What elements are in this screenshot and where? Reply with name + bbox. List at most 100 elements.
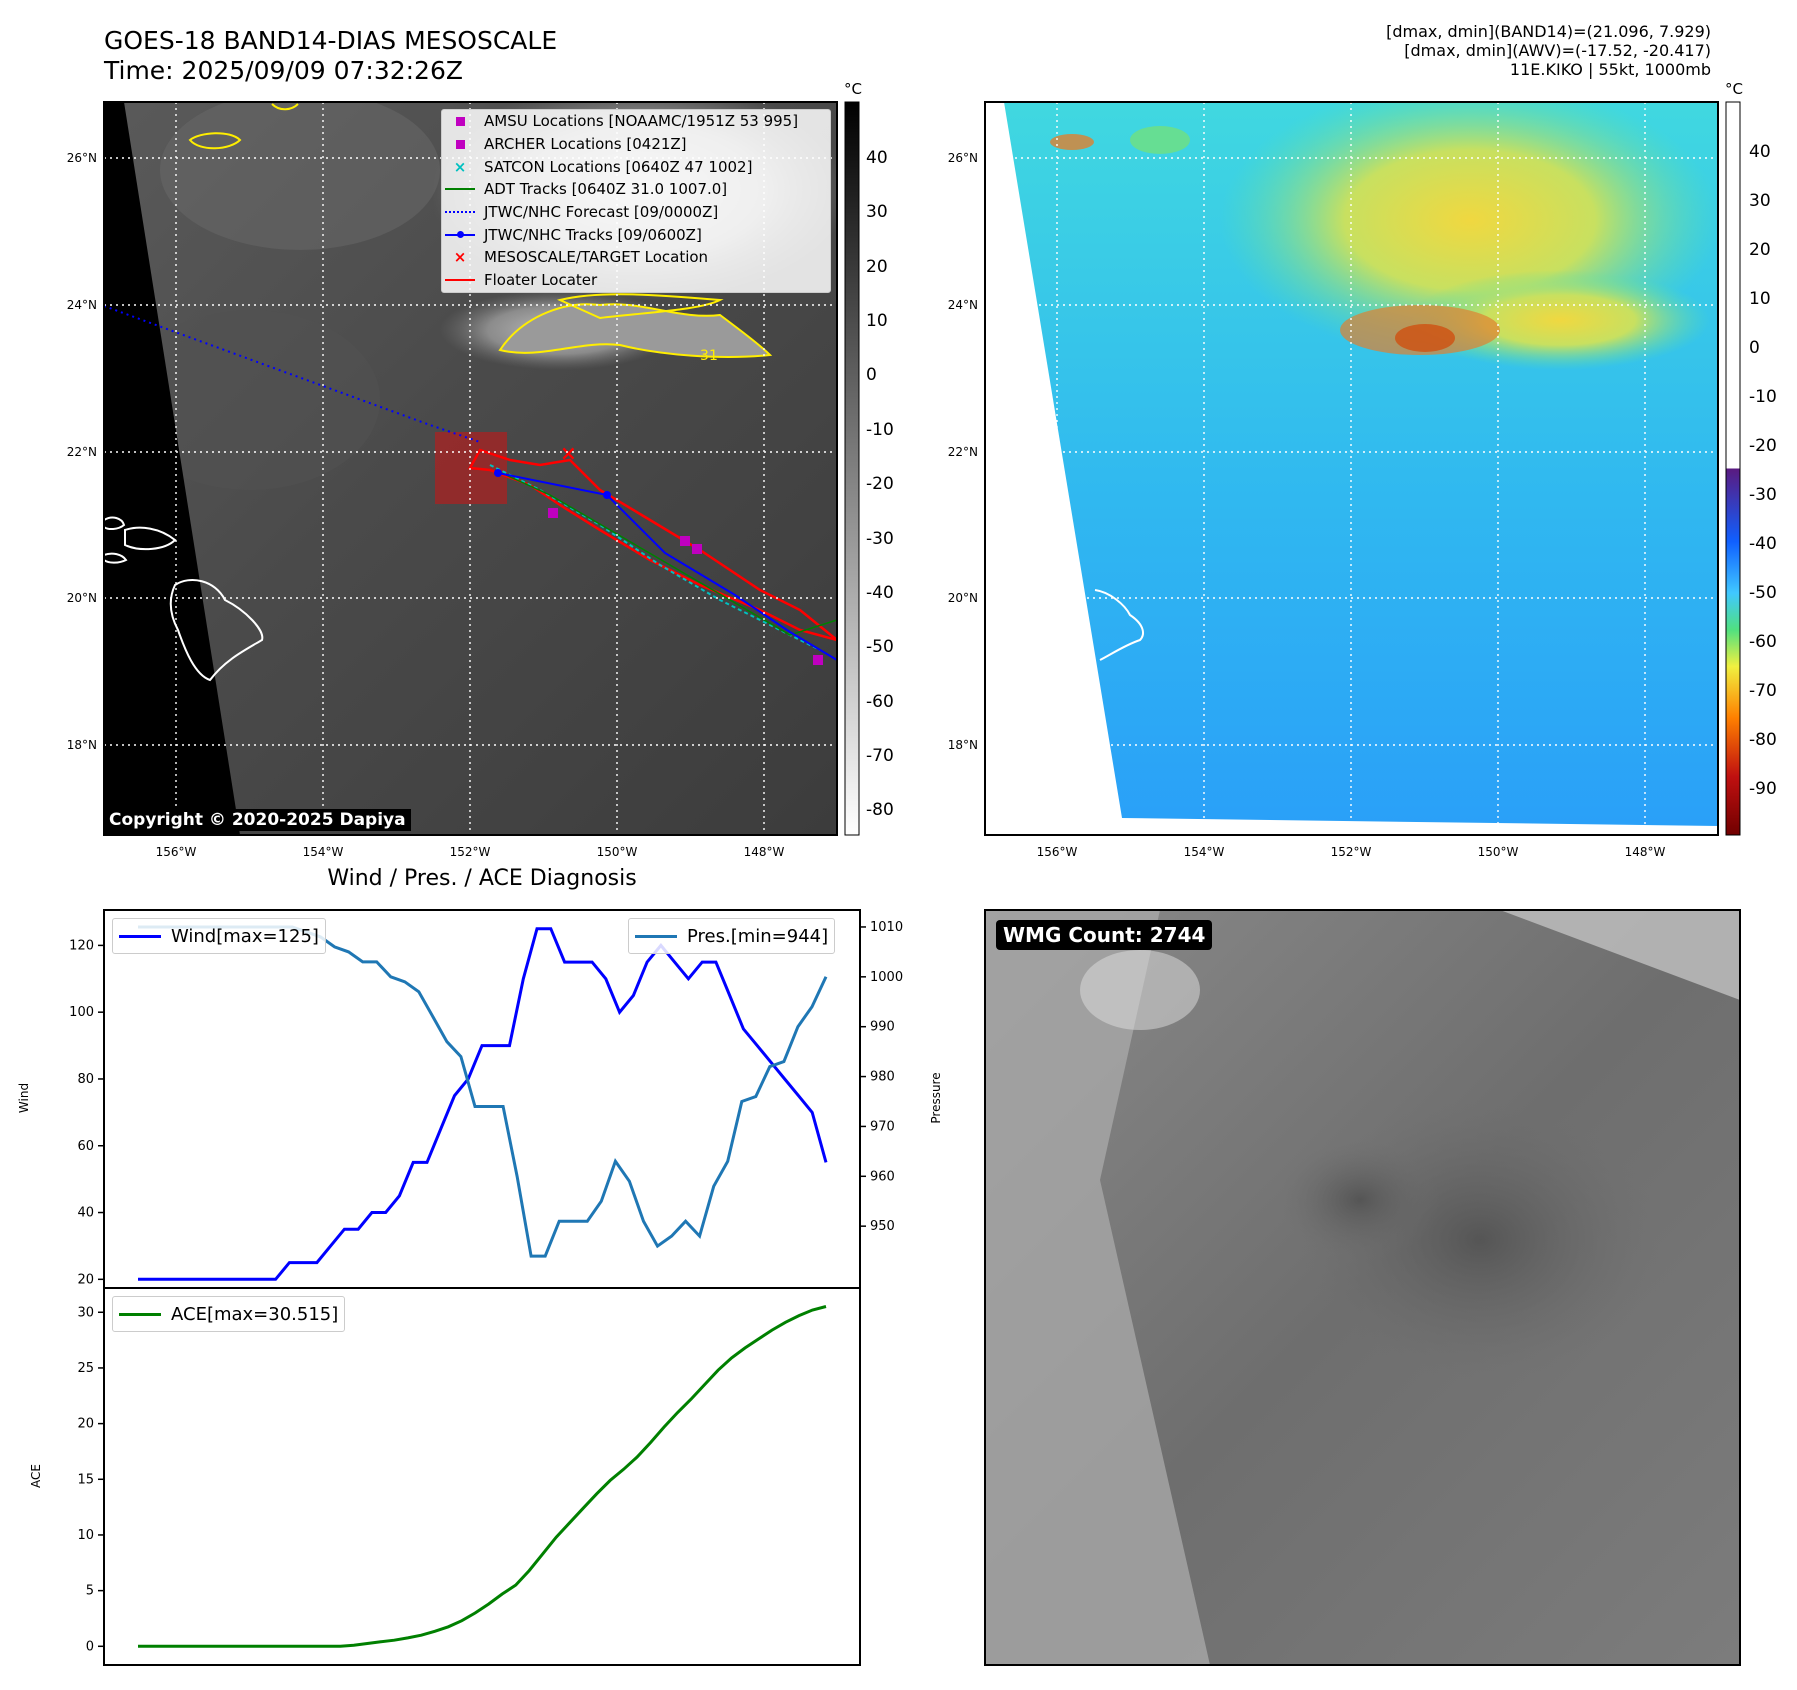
lon-label: 154°W	[303, 845, 344, 859]
legend-entry: JTWC/NHC Tracks [09/0600Z]	[442, 223, 830, 246]
lon-label: 156°W	[156, 845, 197, 859]
legend-entry: Floater Locater	[442, 269, 830, 292]
satcon-track	[489, 464, 821, 651]
gray-cb-tick: -80	[866, 800, 894, 820]
legend-marker-icon: ×	[453, 248, 467, 267]
y-tick-label: 120	[69, 938, 94, 953]
lat-label: 20°N	[67, 591, 97, 605]
pressure-y-axis: 950 960 970 980 990 1000 1010	[860, 920, 903, 1234]
legend-entry: AMSU Locations [NOAAMC/1951Z 53 995]	[442, 110, 830, 133]
title-line-2: Time: 2025/09/09 07:32:26Z	[104, 56, 463, 85]
y-tick-label: 980	[870, 1070, 895, 1085]
ace-legend-label: ACE[max=30.515]	[171, 1303, 339, 1325]
archer-marker	[548, 508, 558, 518]
lon-label: 150°W	[597, 845, 638, 859]
legend-entry: × SATCON Locations [0640Z 47 1002]	[442, 155, 830, 178]
lat-label: 24°N	[67, 298, 97, 312]
copyright-badge: Copyright © 2020-2025 Dapiya	[104, 809, 411, 831]
color-cb-tick: 40	[1749, 142, 1771, 162]
lon-label: 150°W	[1478, 845, 1519, 859]
gray-cb-tick: 20	[866, 257, 888, 277]
wind-series-line	[138, 927, 828, 1281]
wind-y-axis: 20 40 60 80 100 120	[69, 938, 104, 1287]
wind-legend-label: Wind[max=125]	[171, 925, 319, 947]
legend-marker-icon	[442, 139, 478, 149]
gray-colorbar	[844, 101, 860, 836]
awv-imagery	[985, 102, 1718, 835]
wind-legend: Wind[max=125]	[112, 918, 326, 954]
title-line-1: GOES-18 BAND14-DIAS MESOSCALE	[104, 26, 558, 55]
legend-label: SATCON Locations [0640Z 47 1002]	[484, 157, 753, 176]
y-tick-label: 100	[69, 1005, 94, 1020]
color-cb-tick: -60	[1749, 632, 1777, 652]
color-cb-tick: -40	[1749, 534, 1777, 554]
legend-entry: ARCHER Locations [0421Z]	[442, 133, 830, 156]
y-tick-label: 30	[77, 1305, 94, 1320]
color-cb-tick: 0	[1749, 338, 1760, 358]
y-tick-label: 950	[870, 1219, 895, 1234]
amsu-marker	[692, 544, 702, 554]
map-legend: AMSU Locations [NOAAMC/1951Z 53 995] ARCH…	[441, 109, 831, 293]
gray-cb-tick: -50	[866, 637, 894, 657]
y-tick-label: 990	[870, 1020, 895, 1035]
lat-label: 22°N	[67, 445, 97, 459]
lon-label: 148°W	[744, 845, 785, 859]
lat-label: 22°N	[948, 445, 978, 459]
lon-label: 152°W	[450, 845, 491, 859]
legend-marker-icon	[442, 230, 478, 238]
color-cb-tick: -20	[1749, 436, 1777, 456]
adt-track	[494, 469, 837, 636]
color-cb-tick: -70	[1749, 681, 1777, 701]
y-tick-label: 15	[77, 1472, 94, 1487]
wind-pres-panel	[103, 909, 861, 1289]
y-tick-label: 20	[77, 1272, 94, 1287]
ace-axis-label: ACE	[29, 1464, 43, 1488]
legend-marker-icon: ×	[453, 157, 467, 176]
gray-cb-tick: -60	[866, 692, 894, 712]
lon-label: 148°W	[1625, 845, 1666, 859]
legend-entry: × MESOSCALE/TARGET Location	[442, 246, 830, 269]
gray-cb-tick: -70	[866, 746, 894, 766]
legend-label: JTWC/NHC Tracks [09/0600Z]	[484, 225, 702, 244]
y-tick-label: 60	[77, 1139, 94, 1154]
jtwc-track	[497, 472, 837, 661]
legend-marker-icon	[442, 188, 478, 191]
legend-entry: JTWC/NHC Forecast [09/0000Z]	[442, 201, 830, 224]
color-cb-tick: -50	[1749, 583, 1777, 603]
y-tick-label: 20	[77, 1417, 94, 1432]
lon-label: 154°W	[1184, 845, 1225, 859]
wmg-imagery	[985, 910, 1740, 1665]
wind-legend-swatch	[119, 934, 161, 938]
intensity-info: [dmax, dmin](BAND14)=(21.096, 7.929) [dm…	[1386, 22, 1711, 79]
ace-y-axis: 0 5 10 15 20 25 30	[77, 1305, 104, 1654]
wmg-count-badge: WMG Count: 2744	[996, 920, 1213, 950]
gray-cb-tick: 30	[866, 202, 888, 222]
lon-label: 156°W	[1037, 845, 1078, 859]
lat-label: 26°N	[67, 151, 97, 165]
gray-cb-tick: 40	[866, 148, 888, 168]
gray-colorbar-unit: °C	[844, 80, 862, 98]
color-cb-tick: 20	[1749, 240, 1771, 260]
gray-cb-tick: -40	[866, 583, 894, 603]
color-cb-tick: 30	[1749, 191, 1771, 211]
info-line-2: [dmax, dmin](AWV)=(-17.52, -20.417)	[1404, 41, 1711, 60]
color-colorbar-unit: °C	[1725, 80, 1743, 98]
legend-label: ARCHER Locations [0421Z]	[484, 135, 687, 154]
legend-label: ADT Tracks [0640Z 31.0 1007.0]	[484, 180, 728, 199]
ace-legend-swatch	[119, 1312, 161, 1316]
gray-cb-tick: -20	[866, 474, 894, 494]
y-tick-label: 960	[870, 1169, 895, 1184]
legend-marker-icon	[442, 116, 478, 126]
gray-cb-tick: 10	[866, 311, 888, 331]
jtwc-forecast-track	[104, 305, 481, 443]
info-line-3: 11E.KIKO | 55kt, 1000mb	[1509, 60, 1711, 79]
y-tick-label: 25	[77, 1361, 94, 1376]
y-tick-label: 80	[77, 1072, 94, 1087]
gray-cb-tick: -10	[866, 420, 894, 440]
color-cb-tick: -30	[1749, 485, 1777, 505]
legend-label: MESOSCALE/TARGET Location	[484, 248, 709, 267]
amsu-marker	[813, 655, 823, 665]
legend-label: Floater Locater	[484, 271, 598, 290]
target-marker: ×	[560, 441, 577, 465]
lat-label: 24°N	[948, 298, 978, 312]
